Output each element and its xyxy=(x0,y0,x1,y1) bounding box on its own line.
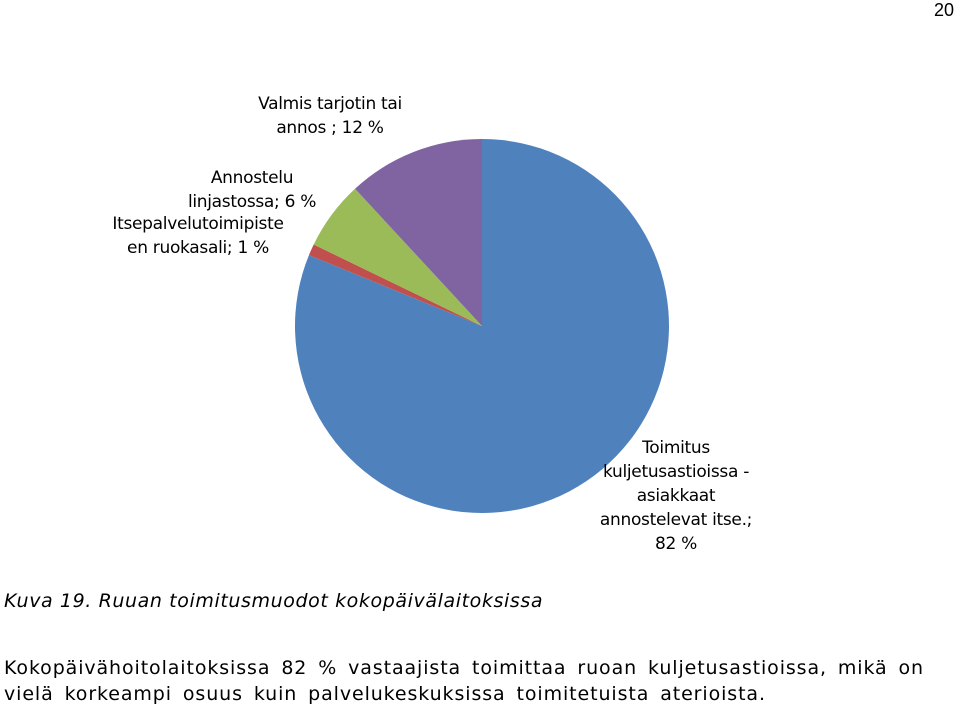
slice-itsepalvelu xyxy=(308,244,482,326)
slice-label-annostelu: Annostelu linjastossa; 6 % xyxy=(182,166,322,214)
slice-label-itsepalvelu: Itsepalvelutoimipiste en ruokasali; 1 % xyxy=(108,212,288,260)
body-paragraph: Kokopäivähoitolaitoksissa 82 % vastaajis… xyxy=(4,655,960,707)
slice-toimitus xyxy=(294,139,669,514)
slice-label-line: annos ; 12 % xyxy=(276,118,384,138)
figure-caption: Kuva 19. Ruuan toimitusmuodot kokopäiväl… xyxy=(4,590,544,612)
slice-label-line: Toimitus xyxy=(642,438,710,458)
slice-label-line: Itsepalvelutoimipiste xyxy=(112,214,284,234)
body-line: vielä korkeampi osuus kuin palvelukeskuk… xyxy=(4,683,766,705)
slice-label-line: Annostelu xyxy=(210,168,294,188)
slice-label-valmis: Valmis tarjotin tai annos ; 12 % xyxy=(240,92,420,140)
body-line: Kokopäivähoitolaitoksissa 82 % vastaajis… xyxy=(4,657,924,679)
slice-label-line: Valmis tarjotin tai xyxy=(258,94,402,114)
slice-label-line: annostelevat itse.; xyxy=(599,510,753,530)
slice-label-line: en ruokasali; 1 % xyxy=(127,238,269,258)
slice-label-line: linjastossa; 6 % xyxy=(187,192,317,212)
slice-valmis xyxy=(355,139,482,326)
slice-label-line: 82 % xyxy=(655,534,697,554)
slice-label-line: asiakkaat xyxy=(636,486,716,506)
slice-label-line: kuljetusastioissa - xyxy=(602,462,750,482)
pie-chart xyxy=(294,139,669,514)
page-number: 20 xyxy=(933,0,954,20)
slice-label-toimitus: Toimitus kuljetusastioissa - asiakkaat a… xyxy=(596,436,756,556)
slice-annostelu xyxy=(313,188,482,326)
